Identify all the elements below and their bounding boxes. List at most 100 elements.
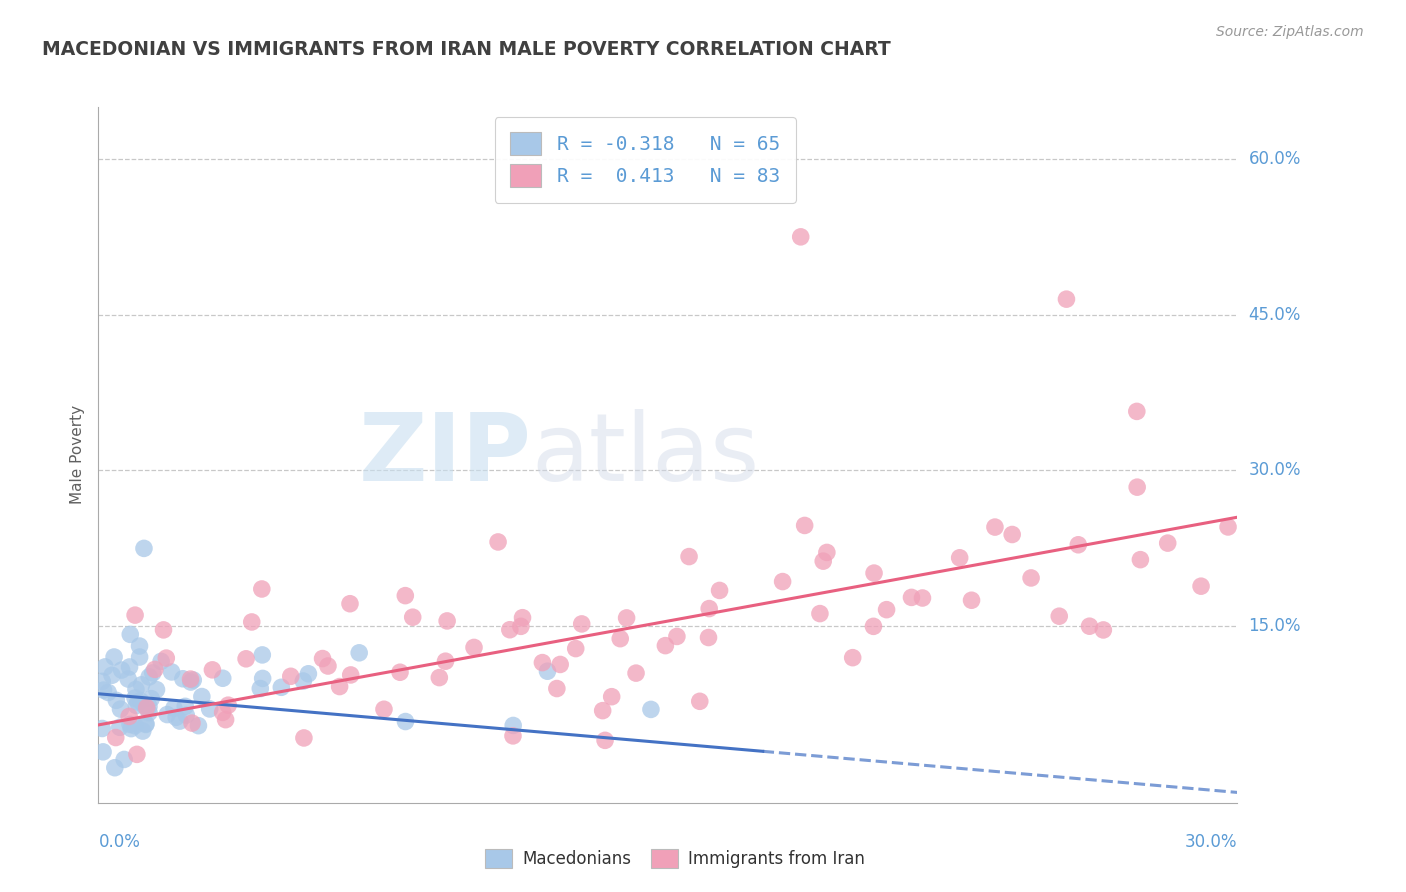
Point — [1001, 527, 1024, 541]
Point — [427, 671, 450, 685]
Point — [91, 722, 114, 736]
Point — [174, 699, 197, 714]
Point — [862, 619, 884, 633]
Point — [531, 656, 554, 670]
Point — [240, 615, 263, 629]
Point — [138, 699, 160, 714]
Point — [124, 719, 146, 733]
Point — [394, 714, 416, 729]
Point — [813, 554, 835, 568]
Point — [118, 709, 141, 723]
Point — [191, 690, 214, 704]
Point — [155, 651, 177, 665]
Point — [169, 714, 191, 728]
Point — [297, 666, 319, 681]
Point — [564, 641, 586, 656]
Point — [142, 665, 165, 680]
Point — [198, 702, 221, 716]
Point — [790, 230, 813, 244]
Point — [187, 719, 209, 733]
Point — [124, 608, 146, 623]
Point — [211, 706, 233, 720]
Point — [292, 673, 315, 688]
Point — [165, 710, 187, 724]
Point — [103, 650, 125, 665]
Point — [316, 659, 339, 673]
Point — [793, 518, 815, 533]
Point — [1047, 609, 1070, 624]
Point — [181, 716, 204, 731]
Point — [211, 671, 233, 685]
Point — [640, 702, 662, 716]
Point — [616, 611, 638, 625]
Text: 60.0%: 60.0% — [1249, 150, 1301, 168]
Point — [150, 654, 173, 668]
Point — [118, 717, 141, 731]
Point — [841, 650, 863, 665]
Point — [509, 619, 531, 633]
Point — [311, 651, 333, 665]
Point — [463, 640, 485, 655]
Text: 45.0%: 45.0% — [1249, 306, 1301, 324]
Point — [1092, 623, 1115, 637]
Point — [143, 662, 166, 676]
Text: Source: ZipAtlas.com: Source: ZipAtlas.com — [1216, 25, 1364, 39]
Point — [104, 761, 127, 775]
Point — [697, 631, 720, 645]
Point — [132, 724, 155, 739]
Point — [131, 678, 153, 692]
Point — [609, 632, 631, 646]
Point — [394, 589, 416, 603]
Point — [339, 597, 361, 611]
Point — [124, 691, 146, 706]
Point — [117, 672, 139, 686]
Point — [127, 695, 149, 709]
Point — [600, 690, 623, 704]
Point — [94, 660, 117, 674]
Point — [949, 550, 972, 565]
Point — [665, 630, 688, 644]
Point — [105, 693, 128, 707]
Point — [141, 691, 163, 706]
Point — [339, 668, 361, 682]
Point — [678, 549, 700, 564]
Point — [1126, 480, 1149, 494]
Point — [280, 669, 302, 683]
Point — [592, 704, 614, 718]
Point — [402, 610, 425, 624]
Point — [180, 672, 202, 686]
Point — [1078, 619, 1101, 633]
Text: 30.0%: 30.0% — [1249, 461, 1301, 480]
Point — [808, 607, 831, 621]
Point — [536, 665, 558, 679]
Text: 0.0%: 0.0% — [98, 833, 141, 851]
Point — [201, 663, 224, 677]
Point — [128, 639, 150, 653]
Point — [1056, 292, 1078, 306]
Point — [709, 583, 731, 598]
Point — [97, 685, 120, 699]
Point — [347, 646, 370, 660]
Point — [111, 663, 134, 677]
Text: ZIP: ZIP — [359, 409, 531, 501]
Point — [125, 682, 148, 697]
Legend: Macedonians, Immigrants from Iran: Macedonians, Immigrants from Iran — [478, 842, 872, 875]
Point — [181, 673, 204, 687]
Point — [697, 601, 720, 615]
Point — [960, 593, 983, 607]
Point — [250, 582, 273, 596]
Point — [434, 654, 457, 668]
Point — [984, 520, 1007, 534]
Point — [499, 623, 522, 637]
Point — [1019, 571, 1042, 585]
Point — [249, 681, 271, 696]
Point — [502, 718, 524, 732]
Point — [1129, 552, 1152, 566]
Point — [180, 675, 202, 690]
Point — [689, 694, 711, 708]
Point — [1126, 404, 1149, 418]
Point — [1216, 520, 1239, 534]
Point — [128, 650, 150, 665]
Point — [132, 541, 155, 556]
Point — [152, 623, 174, 637]
